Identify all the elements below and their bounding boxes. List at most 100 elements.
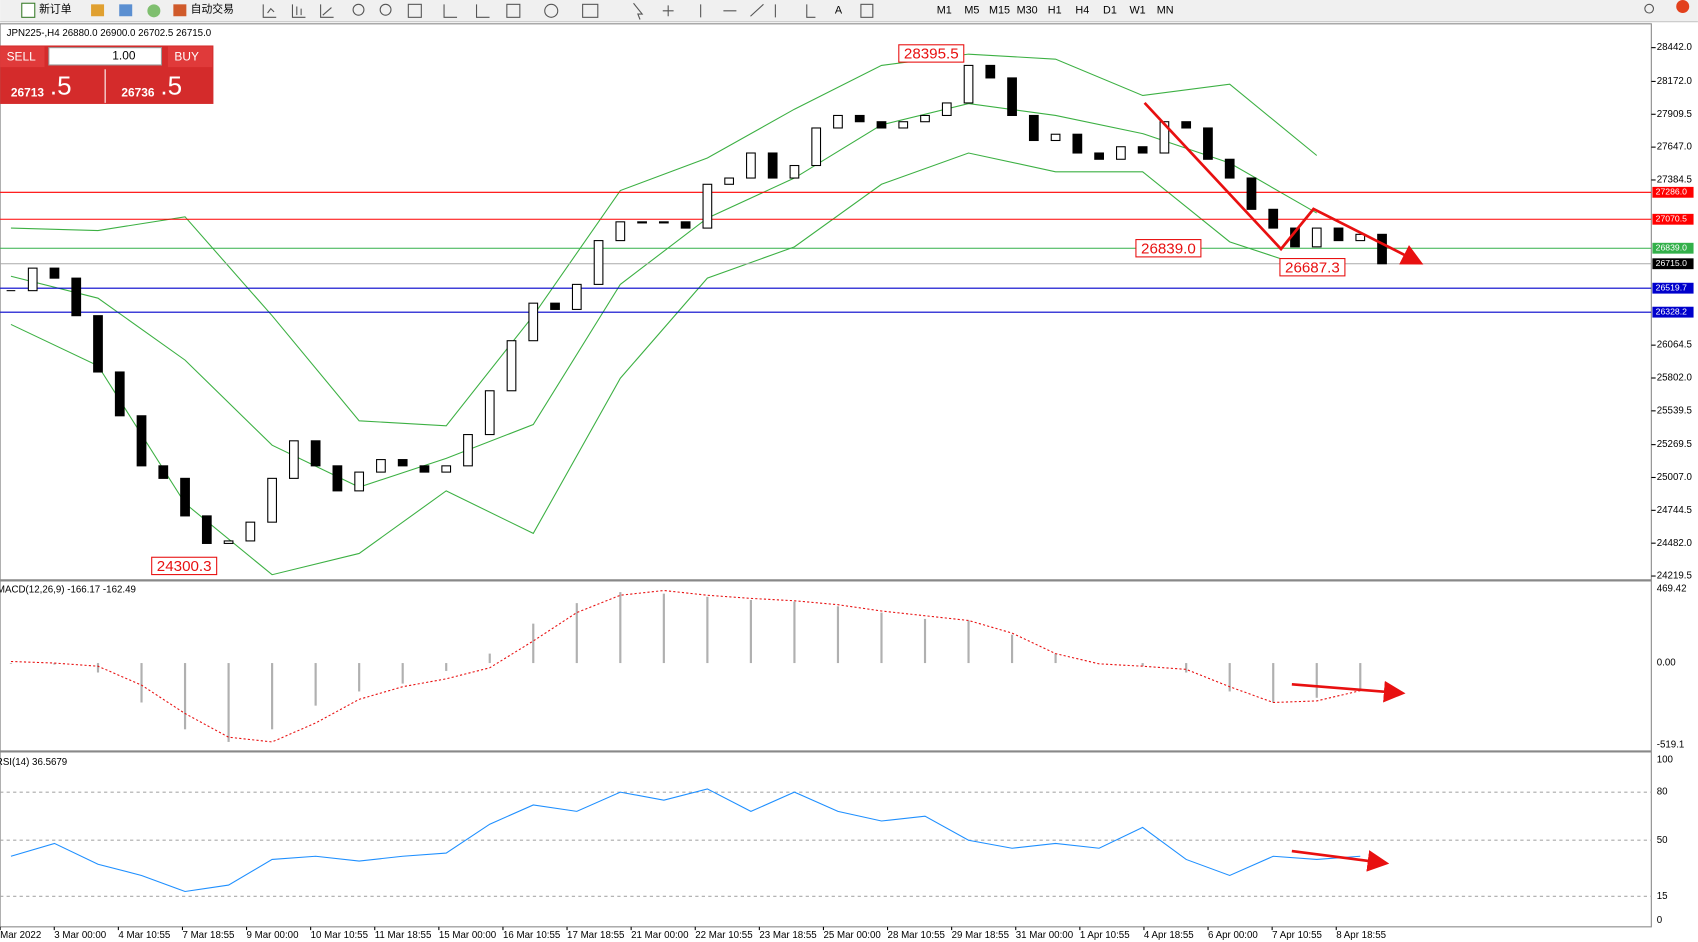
macd-bar xyxy=(314,663,317,706)
candle xyxy=(180,477,190,517)
macd-bar xyxy=(96,663,100,673)
x-tick-label: 10 Mar 10:55 xyxy=(311,930,368,941)
candle xyxy=(571,283,582,310)
candle xyxy=(1159,121,1170,154)
new-order-icon[interactable] xyxy=(21,2,36,18)
macd-bar xyxy=(445,663,448,671)
x-tick-label: 22 Mar 10:55 xyxy=(695,930,752,941)
candle xyxy=(201,515,212,544)
candle xyxy=(245,521,256,542)
annotation-box xyxy=(1279,258,1346,277)
timeframe-button[interactable]: M15 xyxy=(989,5,1010,17)
icon[interactable] xyxy=(291,4,306,18)
x-tick-label: 29 Mar 18:55 xyxy=(952,930,1009,941)
icon[interactable] xyxy=(91,4,105,17)
x-tick-label: 9 Mar 00:00 xyxy=(247,930,300,941)
candle xyxy=(506,340,517,392)
timeframe-button[interactable]: MN xyxy=(1157,5,1174,17)
sell-button[interactable] xyxy=(0,46,45,68)
icon[interactable] xyxy=(582,3,599,18)
icon[interactable] xyxy=(506,3,521,18)
candle xyxy=(1116,146,1126,160)
indicator-label: MACD(12,26,9) -166.17 -162.49 xyxy=(0,585,136,596)
x-tick-label: 28 Mar 10:55 xyxy=(888,930,945,941)
candle xyxy=(332,465,343,492)
icon[interactable] xyxy=(407,3,422,18)
timeframe-button[interactable]: W1 xyxy=(1129,5,1145,17)
rsi-arrow xyxy=(1291,849,1390,872)
level-label: 26328.2 xyxy=(1656,306,1687,316)
candle xyxy=(1203,127,1213,160)
sell-price-pips[interactable]: .5 xyxy=(50,71,72,101)
macd-bar xyxy=(227,663,230,742)
icon[interactable] xyxy=(262,4,277,18)
level-box xyxy=(1652,282,1694,294)
y-tick-label: -519.1 xyxy=(1657,740,1685,751)
timeframe-button[interactable]: D1 xyxy=(1103,5,1117,17)
timeframe-button[interactable]: M1 xyxy=(937,5,952,17)
y-tick-label: 25539.5 xyxy=(1657,405,1692,416)
candle xyxy=(1050,133,1061,142)
icon[interactable] xyxy=(379,3,392,16)
level-box xyxy=(1652,258,1694,270)
auto-trading-button[interactable]: 自动交易 xyxy=(191,2,234,16)
candle xyxy=(114,371,125,417)
y-tick-label: 100 xyxy=(1657,755,1674,766)
macd-bar xyxy=(1054,653,1057,664)
annotation-label: 26687.3 xyxy=(1285,259,1340,276)
icon[interactable] xyxy=(633,2,816,20)
macd-bar xyxy=(880,612,883,664)
buy-label[interactable]: BUY xyxy=(174,50,199,64)
search-icon[interactable] xyxy=(1644,3,1655,14)
candle xyxy=(441,465,452,473)
level-label: 26839.0 xyxy=(1656,243,1687,253)
icon[interactable] xyxy=(147,4,161,18)
y-tick-label: 25269.5 xyxy=(1657,439,1692,450)
buy-price-pips[interactable]: .5 xyxy=(160,71,182,101)
timeframe-button[interactable]: H1 xyxy=(1048,5,1062,17)
icon[interactable] xyxy=(860,3,874,18)
auto-trading-icon[interactable] xyxy=(173,4,187,17)
candle xyxy=(615,221,626,242)
icon[interactable] xyxy=(544,3,559,18)
bollinger-upper xyxy=(10,53,1318,427)
sell-price[interactable]: 26713 xyxy=(11,85,44,99)
buy-button[interactable] xyxy=(167,46,213,68)
timeframe-button[interactable]: M5 xyxy=(964,5,979,17)
icon[interactable] xyxy=(320,4,334,18)
candle xyxy=(680,221,691,229)
timeframe-button[interactable]: H4 xyxy=(1075,5,1089,17)
icon[interactable] xyxy=(352,3,365,16)
x-tick-label: 23 Mar 18:55 xyxy=(759,930,816,941)
buy-price[interactable]: 26736 xyxy=(121,85,154,99)
icon[interactable] xyxy=(119,4,133,17)
candle xyxy=(93,315,103,373)
timeframe-button[interactable]: M30 xyxy=(1017,5,1038,17)
candle xyxy=(767,152,778,179)
x-tick-label: 7 Apr 10:55 xyxy=(1272,930,1322,941)
macd-bar xyxy=(575,603,578,664)
candle xyxy=(1007,77,1017,117)
new-order-button[interactable]: 新订单 xyxy=(39,2,72,16)
y-tick-label: 27909.5 xyxy=(1657,109,1692,120)
level-label: 27286.0 xyxy=(1656,187,1687,197)
candle xyxy=(702,183,713,229)
notification-badge[interactable] xyxy=(1676,0,1690,13)
lot-input[interactable] xyxy=(48,47,162,66)
macd-bar xyxy=(793,601,796,664)
level-label: 26715.0 xyxy=(1656,258,1687,268)
icon[interactable] xyxy=(443,4,490,18)
candle xyxy=(637,221,647,224)
candle xyxy=(920,114,930,123)
level-label: 26519.7 xyxy=(1656,282,1687,292)
x-tick-label: 15 Mar 00:00 xyxy=(439,930,497,941)
candle xyxy=(1377,233,1387,265)
candle xyxy=(419,465,430,473)
rsi-line xyxy=(10,788,1361,893)
text-tool[interactable]: A xyxy=(835,5,843,17)
y-tick-label: 469.42 xyxy=(1657,584,1687,595)
macd-bar xyxy=(183,663,187,730)
macd-bar xyxy=(9,663,13,664)
sell-label[interactable]: SELL xyxy=(7,50,37,64)
lot-value[interactable]: 1.00 xyxy=(112,48,136,62)
